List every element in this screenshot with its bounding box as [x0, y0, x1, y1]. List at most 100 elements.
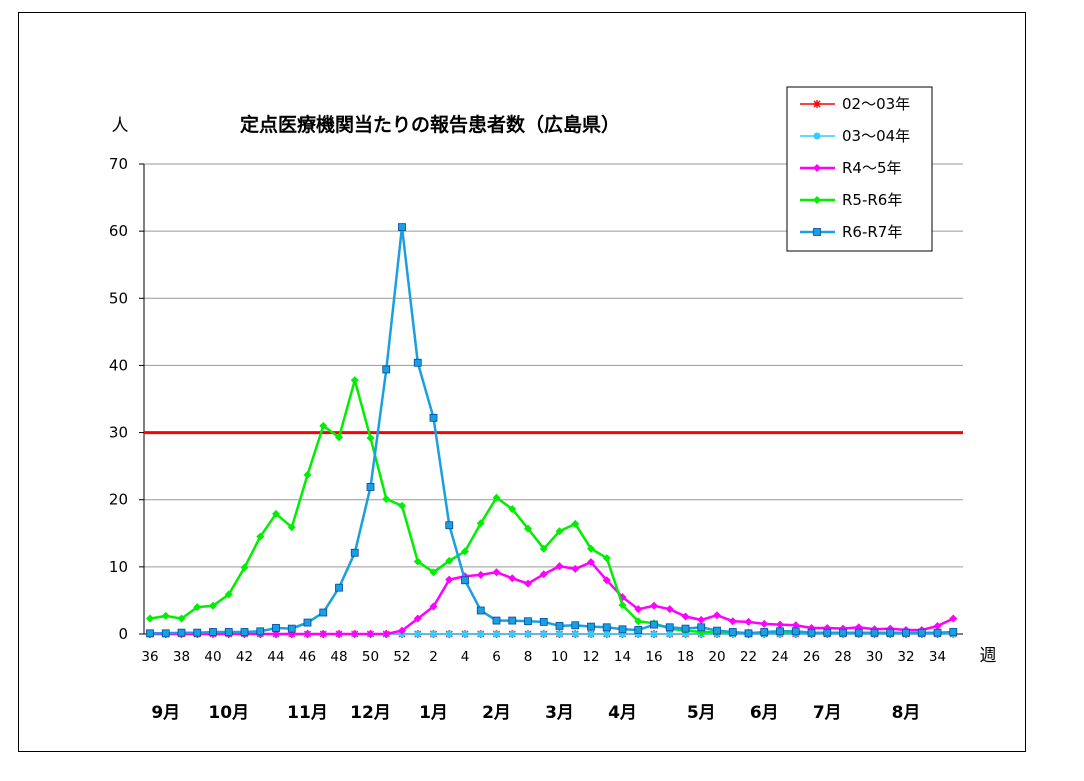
data-point: [697, 623, 706, 632]
data-point: [398, 501, 406, 510]
data-point: [461, 547, 469, 556]
x-tick-label: 4: [461, 649, 470, 665]
month-label: 9月: [151, 703, 180, 723]
legend: 02～03年 03～04年 R4～5年 R5-R6年 R6-R7年: [786, 86, 933, 252]
data-point: [161, 611, 170, 620]
series-4: [146, 375, 958, 637]
data-point: [303, 470, 312, 479]
data-point: [146, 629, 154, 638]
y-axis-unit: 人: [112, 116, 129, 136]
x-tick-label: 40: [204, 649, 221, 665]
chart-title: 定点医療機関当たりの報告患者数（広島県）: [240, 113, 620, 136]
data-point: [571, 630, 579, 638]
data-point: [335, 630, 343, 638]
data-point: [603, 630, 611, 638]
y-tick-label: 10: [109, 558, 128, 576]
series-group: [146, 223, 958, 638]
x-tick-label: 34: [929, 649, 946, 665]
data-point: [476, 606, 485, 615]
data-point: [272, 624, 280, 632]
data-point: [413, 614, 422, 623]
data-point: [618, 625, 627, 634]
y-tick-label: 60: [109, 222, 128, 240]
data-point: [697, 615, 706, 624]
data-point: [508, 630, 516, 638]
data-point: [256, 532, 265, 541]
data-point: [555, 562, 564, 571]
data-point: [350, 376, 359, 385]
data-point: [177, 628, 186, 637]
data-point: [287, 523, 296, 532]
data-point: [524, 579, 532, 588]
data-point: [476, 570, 485, 579]
data-point: [602, 623, 611, 632]
data-point: [555, 527, 564, 536]
data-point: [445, 521, 454, 530]
data-point: [492, 568, 501, 577]
data-point: [776, 620, 784, 629]
data-point: [933, 621, 942, 630]
data-point: [382, 365, 391, 374]
legend-label: 02～03年: [842, 95, 910, 113]
data-point: [429, 568, 438, 577]
series-3: [146, 558, 958, 638]
data-point: [650, 620, 658, 629]
x-tick-label: 28: [834, 649, 851, 665]
data-point: [555, 622, 564, 630]
month-label: 2月: [482, 703, 511, 723]
data-point: [602, 554, 611, 563]
data-point: [209, 628, 217, 636]
data-point: [854, 628, 863, 637]
data-point: [776, 627, 784, 636]
x-tick-label: 52: [393, 649, 410, 665]
data-point: [571, 621, 580, 630]
data-point: [319, 630, 328, 638]
data-point: [508, 574, 517, 583]
x-tick-label: 38: [173, 649, 190, 665]
x-tick-label: 16: [645, 649, 662, 665]
month-label: 1月: [419, 703, 448, 723]
data-point: [240, 628, 249, 636]
data-point: [524, 524, 532, 533]
legend-label: 03～04年: [842, 127, 910, 145]
month-label: 4月: [608, 703, 637, 723]
data-point: [665, 605, 674, 614]
x-tick-label: 22: [740, 649, 757, 665]
legend-swatch-marker: [813, 100, 821, 108]
legend-swatch-marker: [813, 228, 821, 236]
data-point: [508, 616, 517, 625]
data-point: [587, 630, 595, 638]
legend-box: [786, 86, 933, 252]
data-point: [791, 621, 800, 630]
data-point: [618, 601, 627, 610]
y-tick-label: 0: [118, 625, 128, 643]
data-point: [539, 570, 548, 579]
x-tick-label: 2: [429, 649, 438, 665]
x-tick-label: 48: [330, 649, 347, 665]
data-point: [303, 618, 312, 627]
data-point: [382, 630, 391, 638]
month-label: 11月: [287, 703, 328, 723]
data-point: [430, 630, 437, 638]
data-point: [539, 544, 548, 553]
y-tick-label: 30: [109, 424, 128, 442]
data-point: [272, 509, 280, 518]
legend-label: R5-R6年: [842, 191, 902, 209]
x-tick-label: 26: [803, 649, 820, 665]
data-point: [508, 505, 517, 514]
y-tick-label: 70: [109, 155, 128, 173]
x-tick-label: 12: [582, 649, 599, 665]
data-point: [429, 602, 438, 611]
data-point: [949, 614, 958, 623]
legend-swatch-marker: [813, 132, 821, 140]
data-point: [760, 619, 769, 628]
month-label: 3月: [545, 703, 574, 723]
legend-swatch-marker: [813, 164, 821, 172]
y-tick-label: 40: [109, 356, 128, 374]
data-point: [445, 630, 453, 638]
x-tick-label: 50: [362, 649, 379, 665]
x-tick-label: 8: [524, 649, 533, 665]
data-point: [539, 618, 548, 626]
data-point: [193, 603, 202, 612]
y-tick-label: 20: [109, 491, 128, 509]
